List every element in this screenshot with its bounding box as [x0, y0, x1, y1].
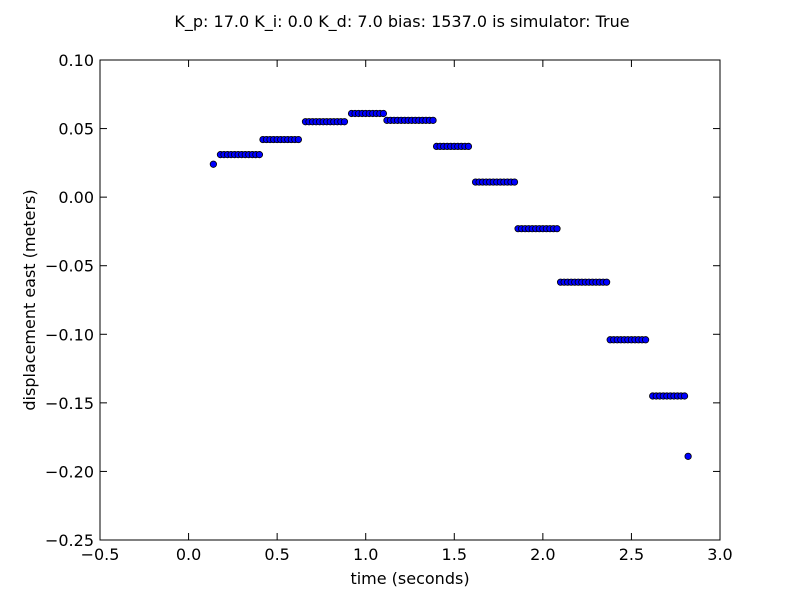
x-axis: −0.5 0.0 0.5 1.0 1.5 2.0 2.5 3.0 [81, 60, 733, 564]
data-point [464, 142, 473, 150]
data-point [684, 452, 692, 460]
data-point [553, 225, 561, 233]
x-tick-label: 1.0 [353, 545, 378, 564]
y-tick-label: 0.05 [58, 120, 94, 139]
x-tick-label: 3.0 [707, 545, 732, 564]
data-point [641, 336, 650, 344]
data-point [294, 135, 302, 144]
x-tick-label: 0.5 [264, 545, 289, 564]
data-point [429, 116, 437, 124]
plot-area [99, 59, 721, 541]
x-tick-label: 1.5 [442, 545, 467, 564]
scatter-points [209, 109, 692, 460]
y-tick-label: −0.15 [45, 394, 94, 413]
y-tick-label: −0.05 [45, 257, 94, 276]
x-tick-label: 2.0 [530, 545, 555, 564]
data-point [255, 151, 264, 159]
data-point [379, 109, 388, 118]
data-point [340, 118, 349, 126]
chart-title: K_p: 17.0 K_i: 0.0 K_d: 7.0 bias: 1537.0… [174, 12, 629, 32]
y-axis: −0.25 −0.20 −0.15 −0.10 −0.05 0.00 0.05 0.10 [45, 51, 720, 550]
x-tick-label: −0.5 [81, 545, 120, 564]
y-tick-label: −0.20 [45, 462, 94, 481]
x-tick-label: 2.5 [619, 545, 644, 564]
data-point [603, 278, 611, 286]
y-tick-label: −0.25 [45, 531, 94, 550]
data-point [680, 392, 689, 400]
y-tick-label: 0.00 [58, 188, 94, 207]
y-axis-label: displacement east (meters) [20, 189, 39, 410]
x-axis-label: time (seconds) [350, 569, 469, 588]
data-point [209, 160, 217, 168]
y-tick-label: 0.10 [58, 51, 94, 70]
data-point [510, 178, 519, 186]
y-tick-label: −0.10 [45, 325, 94, 344]
x-tick-label: 0.0 [176, 545, 201, 564]
